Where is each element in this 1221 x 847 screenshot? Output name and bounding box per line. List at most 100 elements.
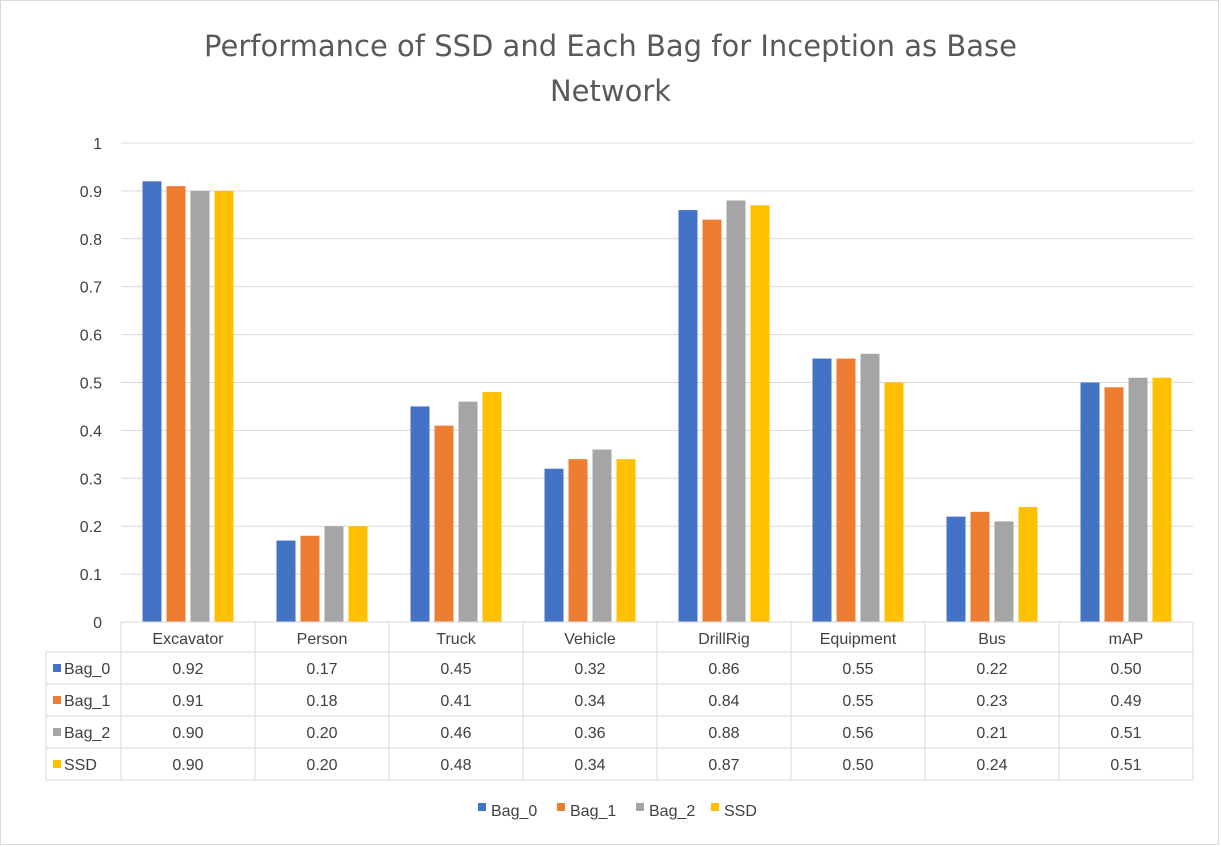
bar-Bag_1-Equipment <box>836 358 856 622</box>
legend-entry: Bag_0 <box>491 803 537 820</box>
bar-Bag_1-Truck <box>434 425 454 622</box>
data-value-cell: 0.90 <box>172 757 203 774</box>
data-value-cell: 0.50 <box>1110 661 1141 678</box>
data-value-cell: 0.88 <box>708 725 739 742</box>
bar-Bag_1-mAP <box>1104 387 1124 622</box>
bar-Bag_0-Excavator <box>142 181 162 622</box>
bar-Bag_2-Vehicle <box>592 449 612 622</box>
data-value-cell: 0.23 <box>976 693 1007 710</box>
data-value-cell: 0.32 <box>574 661 605 678</box>
bar-SSD-Excavator <box>214 190 234 622</box>
data-value-cell: 0.17 <box>306 661 337 678</box>
data-value-cell: 0.51 <box>1110 725 1141 742</box>
bar-Bag_2-DrillRig <box>726 200 746 623</box>
y-tick-label: 0.4 <box>80 423 102 440</box>
y-tick-label: 0.7 <box>80 280 102 297</box>
bar-Bag_0-Person <box>276 540 296 622</box>
data-value-cell: 0.87 <box>708 757 739 774</box>
category-label: Excavator <box>152 631 224 648</box>
legend-key <box>557 803 565 811</box>
data-value-cell: 0.48 <box>440 757 471 774</box>
chart-title: Performance of SSD and Each Bag for Ince… <box>0 24 1221 114</box>
bar-Bag_2-mAP <box>1128 377 1148 622</box>
y-tick-label: 0.5 <box>80 376 102 393</box>
bar-Bag_2-Excavator <box>190 190 210 622</box>
chart-title-line-2: Network <box>549 74 672 108</box>
category-label: Equipment <box>820 631 897 648</box>
data-value-cell: 0.22 <box>976 661 1007 678</box>
data-table: Excavator Person Truck Vehicle DrillRig Equip… <box>45 621 1194 781</box>
data-value-cell: 0.24 <box>976 757 1007 774</box>
bar-Bag_1-Excavator <box>166 186 186 623</box>
data-value-cell: 0.18 <box>306 693 337 710</box>
category-label: Person <box>297 631 348 648</box>
legend-key <box>711 803 719 811</box>
bar-Bag_0-Truck <box>410 406 430 622</box>
bar-Bag_0-Vehicle <box>544 468 564 622</box>
gridlines <box>121 142 1193 575</box>
legend-entry: Bag_1 <box>570 803 616 820</box>
bar-Bag_1-Bus <box>970 511 990 622</box>
bar-SSD-Equipment <box>884 382 904 622</box>
data-value-cell: 0.51 <box>1110 757 1141 774</box>
data-value-cell: 0.36 <box>574 725 605 742</box>
y-tick-labels: 0 0.1 0.2 0.3 0.4 0.5 0.6 0.7 0.8 0.9 1 <box>80 136 102 632</box>
y-tick-label: 0.8 <box>80 232 102 249</box>
table-legend-key <box>53 664 61 672</box>
bar-Bag_0-mAP <box>1080 382 1100 622</box>
bar-Bag_2-Equipment <box>860 353 880 622</box>
table-series-label: Bag_1 <box>64 693 110 710</box>
data-value-cell: 0.55 <box>842 693 873 710</box>
data-value-cell: 0.92 <box>172 661 203 678</box>
table-series-label: SSD <box>64 757 97 774</box>
category-label: DrillRig <box>698 631 750 648</box>
y-tick-label: 0.2 <box>80 519 102 536</box>
data-value-cell: 0.20 <box>306 725 337 742</box>
data-value-cell: 0.86 <box>708 661 739 678</box>
legend-entry: SSD <box>724 803 757 820</box>
bar-Bag_2-Bus <box>994 521 1014 622</box>
data-value-cell: 0.46 <box>440 725 471 742</box>
bar-SSD-DrillRig <box>750 205 770 622</box>
legend-entry: Bag_2 <box>649 803 695 820</box>
data-value-cell: 0.50 <box>842 757 873 774</box>
legend: Bag_0 Bag_1 Bag_2 SSD <box>478 803 757 820</box>
bars <box>142 181 1172 623</box>
y-tick-label: 0 <box>93 615 102 632</box>
data-value-cell: 0.91 <box>172 693 203 710</box>
category-label: Truck <box>436 631 476 648</box>
bar-SSD-Bus <box>1018 507 1038 622</box>
data-value-cell: 0.84 <box>708 693 739 710</box>
bar-Bag_0-Equipment <box>812 358 832 622</box>
y-tick-label: 0.1 <box>80 567 102 584</box>
bar-Bag_1-Person <box>300 535 320 622</box>
data-value-cell: 0.34 <box>574 757 605 774</box>
legend-key <box>636 803 644 811</box>
data-value-cell: 0.20 <box>306 757 337 774</box>
data-value-cell: 0.49 <box>1110 693 1141 710</box>
bar-Bag_2-Truck <box>458 401 478 622</box>
bar-Bag_0-Bus <box>946 516 966 622</box>
bar-SSD-mAP <box>1152 377 1172 622</box>
y-tick-label: 1 <box>93 136 102 153</box>
data-value-cell: 0.41 <box>440 693 471 710</box>
bar-Bag_1-Vehicle <box>568 459 588 622</box>
table-series-label: Bag_2 <box>64 725 110 742</box>
data-value-cell: 0.45 <box>440 661 471 678</box>
category-label: Vehicle <box>564 631 616 648</box>
bar-SSD-Truck <box>482 392 502 622</box>
data-value-cell: 0.34 <box>574 693 605 710</box>
bar-Bag_2-Person <box>324 526 344 622</box>
legend-key <box>478 803 486 811</box>
category-label: mAP <box>1109 631 1144 648</box>
y-tick-label: 0.3 <box>80 471 102 488</box>
data-value-cell: 0.56 <box>842 725 873 742</box>
data-value-cell: 0.55 <box>842 661 873 678</box>
data-value-cell: 0.90 <box>172 725 203 742</box>
bar-Bag_1-DrillRig <box>702 219 722 622</box>
bar-Bag_0-DrillRig <box>678 210 698 622</box>
table-legend-key <box>53 760 61 768</box>
y-tick-label: 0.9 <box>80 184 102 201</box>
